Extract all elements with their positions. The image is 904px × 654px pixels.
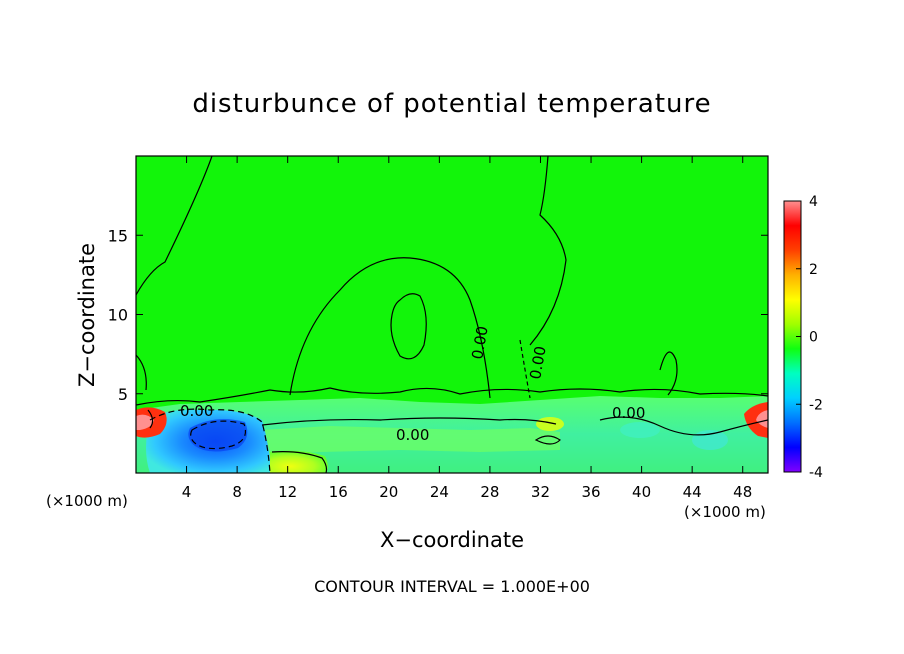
contour-label: 0.00: [180, 402, 213, 420]
mid-layer: [260, 426, 560, 455]
colorbar: 4 2 0 -2 -4: [783, 194, 823, 481]
cool-spot: [692, 430, 728, 450]
y-axis-title: Z−coordinate: [75, 243, 99, 387]
cold-pool-core: [188, 419, 248, 452]
x-tick-label: 4: [182, 483, 192, 501]
contour-left-upper: [136, 156, 213, 296]
x-tick-label: 8: [232, 483, 242, 501]
contour-oval: [390, 293, 427, 360]
y-tick-label: 15: [108, 226, 128, 245]
x-tick-label: 40: [632, 483, 651, 501]
y-axis: 5 10 15: [108, 226, 768, 404]
x-axis: 4 8 12 16 20 24 28 32 36 40 44 48: [182, 156, 752, 501]
contour-lines: [136, 156, 768, 473]
warm-spot: [536, 417, 564, 431]
x-tick-label: 24: [430, 483, 449, 501]
colorbar-tick-label: 4: [809, 194, 818, 210]
colorbar-tick-label: 0: [809, 330, 818, 346]
warm-left-edge-core: [136, 414, 154, 430]
x-unit-left: (×1000 m): [46, 492, 128, 510]
contour-layer-lower: [261, 417, 557, 426]
colorbar-ticks: 4 2 0 -2 -4: [796, 194, 823, 481]
x-tick-label: 36: [581, 483, 600, 501]
contour-labels: 0.00 0.00 0.00 0.00 0.00: [180, 325, 645, 444]
colorbar-tick-label: -4: [809, 465, 823, 481]
contour-right-low: [599, 416, 768, 436]
contour-label: 0.00: [396, 426, 429, 444]
warm-right-edge-core: [756, 410, 768, 428]
contour-label: 0.00: [468, 325, 492, 361]
warm-patch: [270, 450, 328, 473]
x-tick-label: 20: [379, 483, 398, 501]
x-tick-label: 12: [278, 483, 297, 501]
cool-spot: [620, 422, 660, 438]
contour-interval-footer: CONTOUR INTERVAL = 1.000E+00: [314, 577, 590, 596]
contour-label: 0.00: [612, 404, 645, 422]
y-tick-label: 10: [108, 306, 128, 325]
contour-right-upper: [529, 156, 567, 346]
contour-layer-top: [136, 387, 768, 406]
x-unit-right: (×1000 m): [684, 503, 766, 521]
x-tick-label: 16: [329, 483, 348, 501]
contour-vertical-dash: [519, 339, 531, 399]
contour-label: 0.00: [526, 345, 550, 381]
x-tick-label: 48: [733, 483, 752, 501]
x-tick-label: 32: [531, 483, 550, 501]
chart-title: disturbunce of potential temperature: [192, 89, 711, 119]
y-tick-label: 5: [118, 385, 128, 404]
contour-warm-patch: [271, 451, 328, 473]
heatmap-field: 0.00 0.00 0.00 0.00 0.00: [136, 156, 768, 473]
contour-left-small: [147, 409, 154, 429]
contour-cold-inner: [190, 420, 247, 450]
contour-left-bump: [136, 354, 147, 391]
colorbar-tick-label: -2: [809, 397, 823, 413]
x-tick-label: 28: [480, 483, 499, 501]
contour-dome: [289, 257, 491, 399]
colorbar-tick-label: 2: [809, 262, 818, 278]
contour-cold-outer: [149, 408, 271, 473]
contour-small-ring: [534, 435, 561, 445]
contour-right-blob: [659, 351, 678, 396]
x-axis-title: X−coordinate: [380, 528, 524, 552]
x-tick-label: 44: [683, 483, 702, 501]
